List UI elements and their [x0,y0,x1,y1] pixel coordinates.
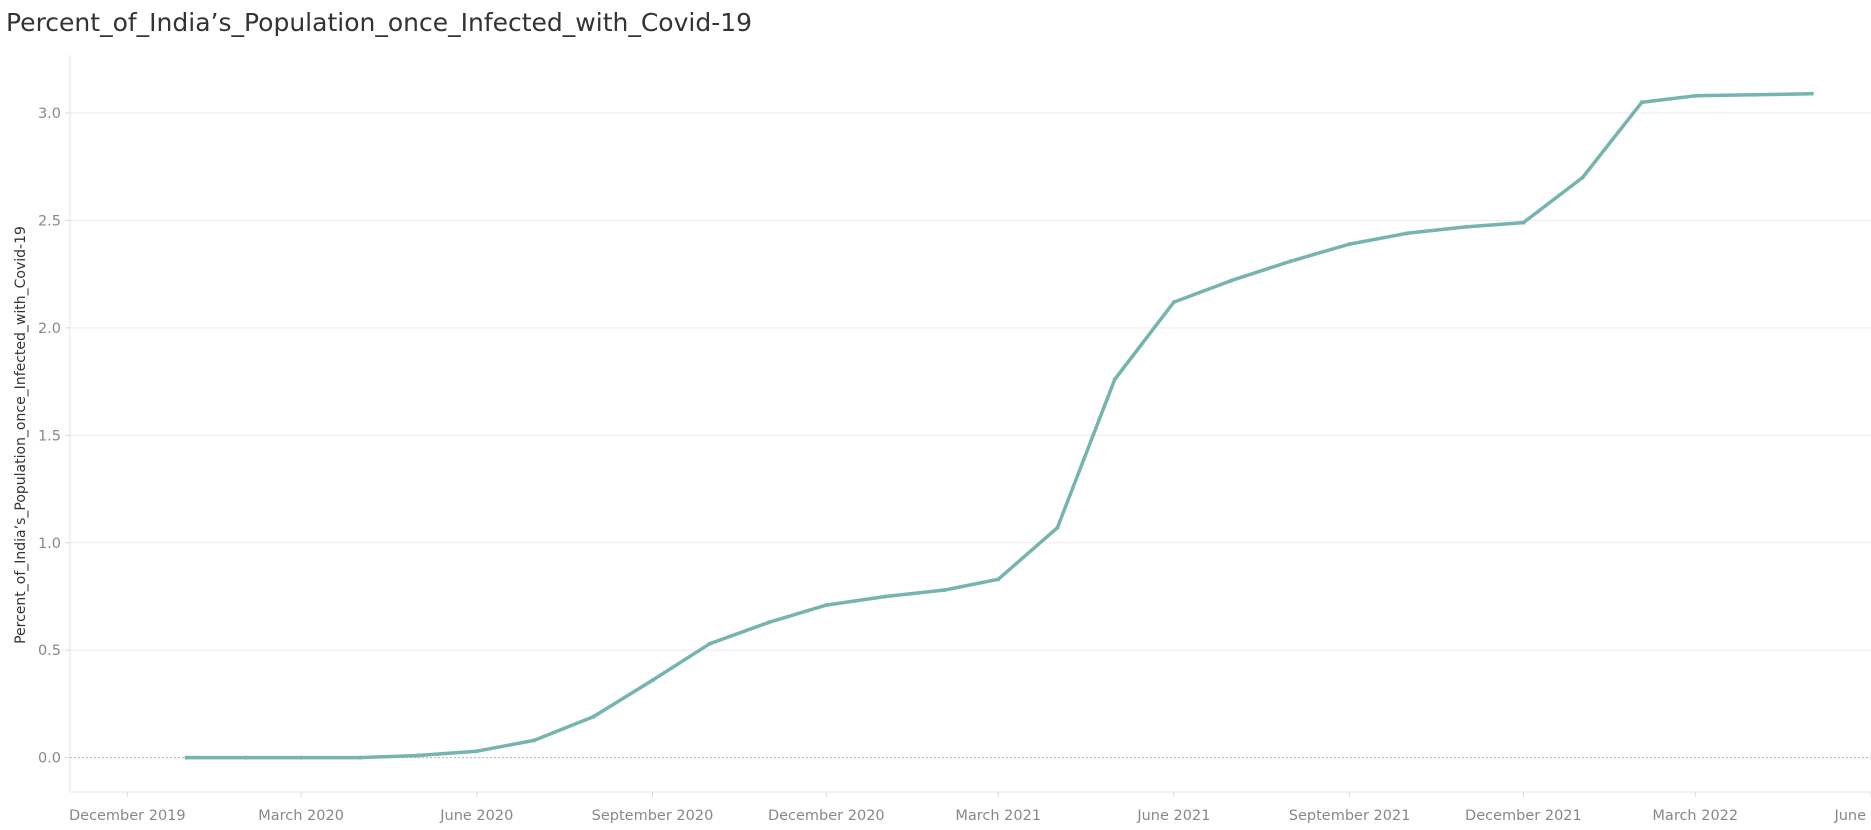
data-point [1112,377,1117,382]
data-point [1229,278,1234,283]
x-tick-label: December 2019 [69,808,186,824]
data-point [996,577,1001,582]
data-point [707,641,712,646]
data-point [184,755,189,760]
data-point [1171,300,1176,305]
x-tick-label: June 2022 [1833,808,1871,824]
data-point [1693,93,1698,98]
data-point [1464,224,1469,229]
axes [69,55,1871,793]
data-point [650,678,655,683]
grid-lines [70,112,1871,759]
y-axis-ticks: 0.0 0.5 1.0 1.5 2.0 2.5 3.0 [38,106,70,767]
y-tick-label: 3.0 [38,106,61,122]
data-point [415,753,420,758]
data-point [243,755,248,760]
x-tick-label: March 2022 [1652,808,1738,824]
data-point [358,755,363,760]
data-point [1521,220,1526,225]
data-point [883,594,888,599]
data-point [299,755,304,760]
data-point [591,714,596,719]
series-lines [184,91,1814,760]
y-tick-label: 1.5 [38,428,61,444]
data-point [1404,231,1409,236]
x-tick-label: March 2021 [955,808,1041,824]
data-point [1639,100,1644,105]
data-point [1055,525,1060,530]
x-axis-ticks: December 2019 March 2020 June 2020 Septembe… [69,792,1871,824]
data-point [1288,259,1293,264]
x-tick-label: June 2021 [1136,808,1210,824]
x-tick-label: December 2020 [768,808,885,824]
y-tick-label: 2.5 [38,213,61,229]
data-point [1580,175,1585,180]
y-tick-label: 1.0 [38,536,61,552]
data-point [767,620,772,625]
data-point [824,603,829,608]
y-tick-label: 0.0 [38,751,61,767]
data-point [1347,242,1352,247]
x-tick-label: March 2020 [258,808,344,824]
x-tick-label: September 2021 [1289,808,1411,824]
y-tick-label: 0.5 [38,643,61,659]
data-point [474,749,479,754]
data-point [942,588,947,593]
y-tick-label: 2.0 [38,321,61,337]
series-line [184,91,1814,760]
x-tick-label: December 2021 [1465,808,1582,824]
data-point [1752,92,1757,97]
data-point [532,738,537,743]
data-point [1809,91,1814,96]
x-tick-label: June 2020 [439,808,513,824]
chart-title: Percent_of_India’s_Population_once_Infec… [6,8,753,37]
x-tick-label: September 2020 [592,808,714,824]
